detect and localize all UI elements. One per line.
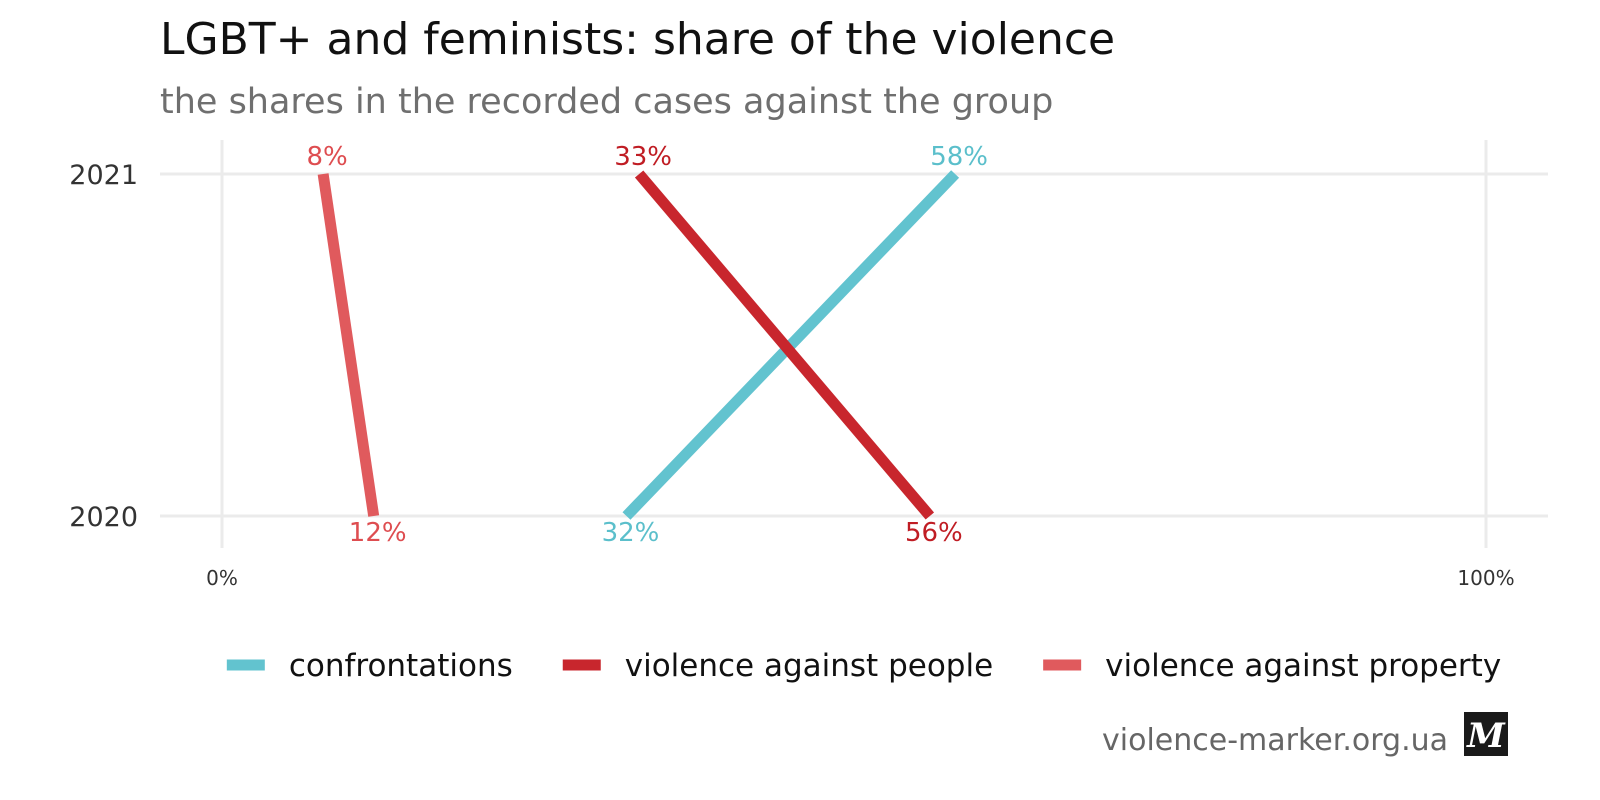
legend-label-1: violence against people <box>625 648 993 684</box>
y-axis: 2020 2021 <box>69 160 138 533</box>
grid <box>160 140 1548 548</box>
data-labels: 32% 58% 56% 33% 12% 8% <box>306 142 988 548</box>
logo-letter: M <box>1466 716 1506 756</box>
chart-subtitle: the shares in the recorded cases against… <box>160 82 1053 122</box>
x-tick-label-1: 100% <box>1457 566 1514 590</box>
x-axis: 0% 100% <box>206 566 1514 590</box>
y-tick-label-2020: 2020 <box>69 502 138 533</box>
legend-label-0: confrontations <box>289 648 513 684</box>
data-label-2-2020: 12% <box>349 518 407 548</box>
chart-title: LGBT+ and feminists: share of the violen… <box>160 14 1115 65</box>
data-label-0-2021: 58% <box>930 142 988 172</box>
y-tick-label-2021: 2021 <box>69 160 138 191</box>
series-line-1 <box>634 170 935 520</box>
x-tick-label-0: 0% <box>206 566 238 590</box>
legend-label-2: violence against property <box>1105 648 1501 684</box>
data-label-1-2021: 33% <box>614 142 672 172</box>
legend: confrontations violence against people vio… <box>226 648 1501 684</box>
legend-item-0: confrontations <box>226 648 513 684</box>
source-text: violence-marker.org.ua <box>1102 723 1448 758</box>
legend-item-1: violence against people <box>562 648 993 684</box>
logo-badge <box>1464 712 1508 756</box>
logo: M <box>1464 712 1508 756</box>
data-label-1-2020: 56% <box>905 518 963 548</box>
series-lines <box>317 170 960 520</box>
series-line-2 <box>317 173 380 517</box>
legend-item-2: violence against property <box>1043 648 1501 684</box>
data-label-0-2020: 32% <box>602 518 660 548</box>
data-label-2-2021: 8% <box>306 142 347 172</box>
